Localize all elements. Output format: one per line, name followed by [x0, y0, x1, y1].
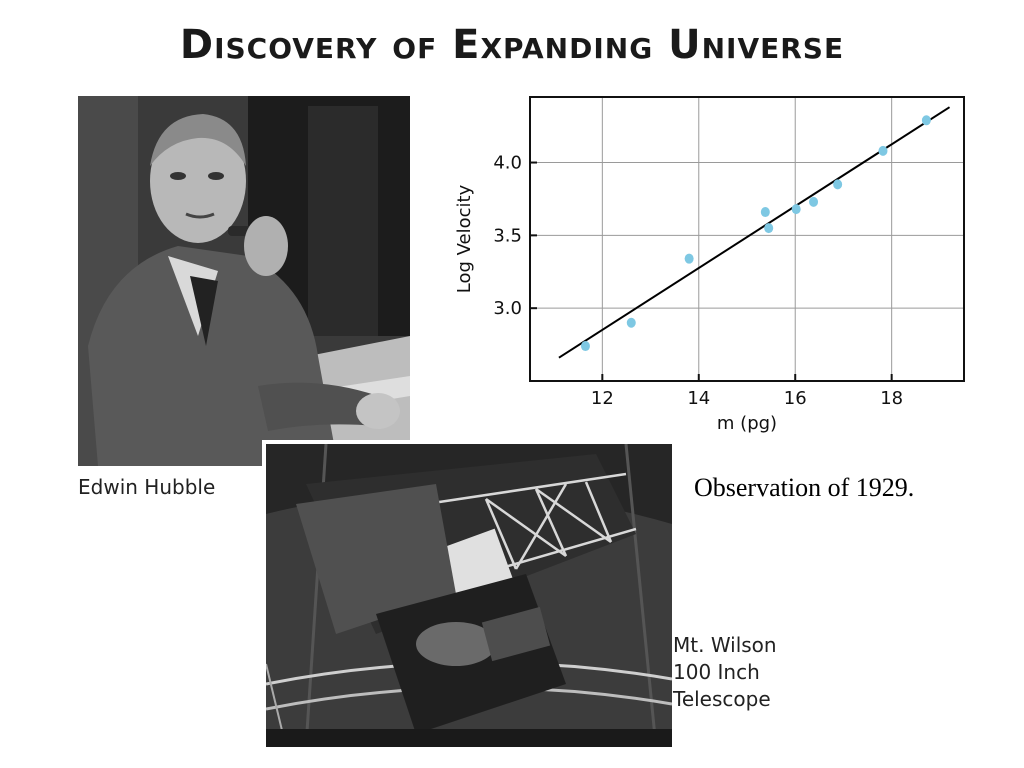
- data-point: [626, 317, 636, 328]
- x-tick-label: 14: [687, 388, 710, 409]
- y-axis-label: Log Velocity: [454, 184, 475, 293]
- x-tick-label: 18: [880, 388, 903, 409]
- chart-fit: [558, 106, 951, 359]
- y-tick-label: 3.5: [493, 225, 522, 246]
- mt-wilson-telescope-photo: [262, 440, 672, 747]
- data-point: [760, 207, 770, 218]
- observation-caption: Observation of 1929.: [694, 473, 915, 502]
- telescope-caption-line: Telescope: [673, 687, 771, 711]
- hubble-scatter-chart: 12 14 16 18 3.0 3.5 4.0 m (pg) Log Velocity: [454, 96, 965, 434]
- data-point: [580, 341, 590, 352]
- plot-frame: [529, 96, 965, 382]
- chart-points: [580, 115, 931, 352]
- data-point: [791, 204, 801, 215]
- page-title: Discovery of Expanding Universe: [179, 22, 845, 68]
- edwin-hubble-caption: Edwin Hubble: [78, 475, 216, 499]
- chart-grid: [530, 97, 964, 381]
- x-tick-label: 12: [591, 388, 614, 409]
- data-point: [809, 196, 819, 207]
- edwin-hubble-photo: [78, 96, 410, 466]
- telescope-caption-line: 100 Inch: [673, 660, 760, 684]
- data-point: [764, 223, 774, 234]
- x-axis-label: m (pg): [717, 413, 777, 434]
- data-point: [878, 145, 888, 156]
- y-tick-label: 4.0: [493, 153, 522, 174]
- telescope-caption-line: Mt. Wilson: [673, 633, 777, 657]
- data-point: [921, 115, 931, 126]
- fit-line: [558, 106, 951, 359]
- telescope-caption: Mt. Wilson 100 Inch Telescope: [673, 632, 777, 713]
- chart-ticks: 12 14 16 18 3.0 3.5 4.0: [493, 153, 903, 409]
- y-tick-label: 3.0: [493, 298, 522, 319]
- data-point: [684, 253, 694, 264]
- x-tick-label: 16: [784, 388, 807, 409]
- data-point: [833, 179, 843, 190]
